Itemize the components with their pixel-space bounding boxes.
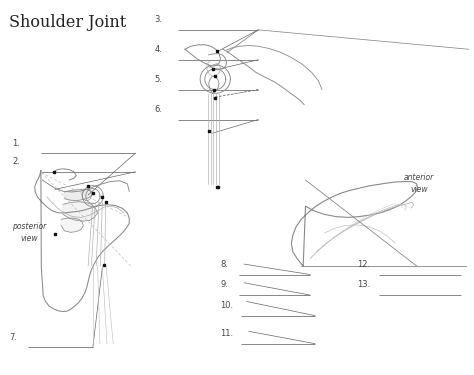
Text: posterior
view: posterior view: [12, 222, 46, 243]
Text: 9.: 9.: [220, 280, 228, 290]
Text: 2.: 2.: [12, 157, 20, 166]
Polygon shape: [63, 202, 98, 221]
Text: 4.: 4.: [155, 45, 162, 54]
Text: anterior
view: anterior view: [404, 173, 434, 194]
Text: 12.: 12.: [357, 260, 371, 269]
Text: 3.: 3.: [155, 15, 162, 24]
Text: Shoulder Joint: Shoulder Joint: [9, 14, 127, 31]
Text: 10.: 10.: [220, 301, 234, 310]
Text: 11.: 11.: [220, 329, 234, 338]
Text: 8.: 8.: [220, 260, 228, 269]
Text: 1.: 1.: [12, 138, 20, 147]
Text: 7.: 7.: [9, 333, 17, 342]
Text: 5.: 5.: [155, 75, 162, 84]
Polygon shape: [61, 218, 83, 232]
Text: 13.: 13.: [357, 280, 371, 290]
Polygon shape: [64, 189, 93, 201]
Text: 6.: 6.: [155, 105, 162, 114]
